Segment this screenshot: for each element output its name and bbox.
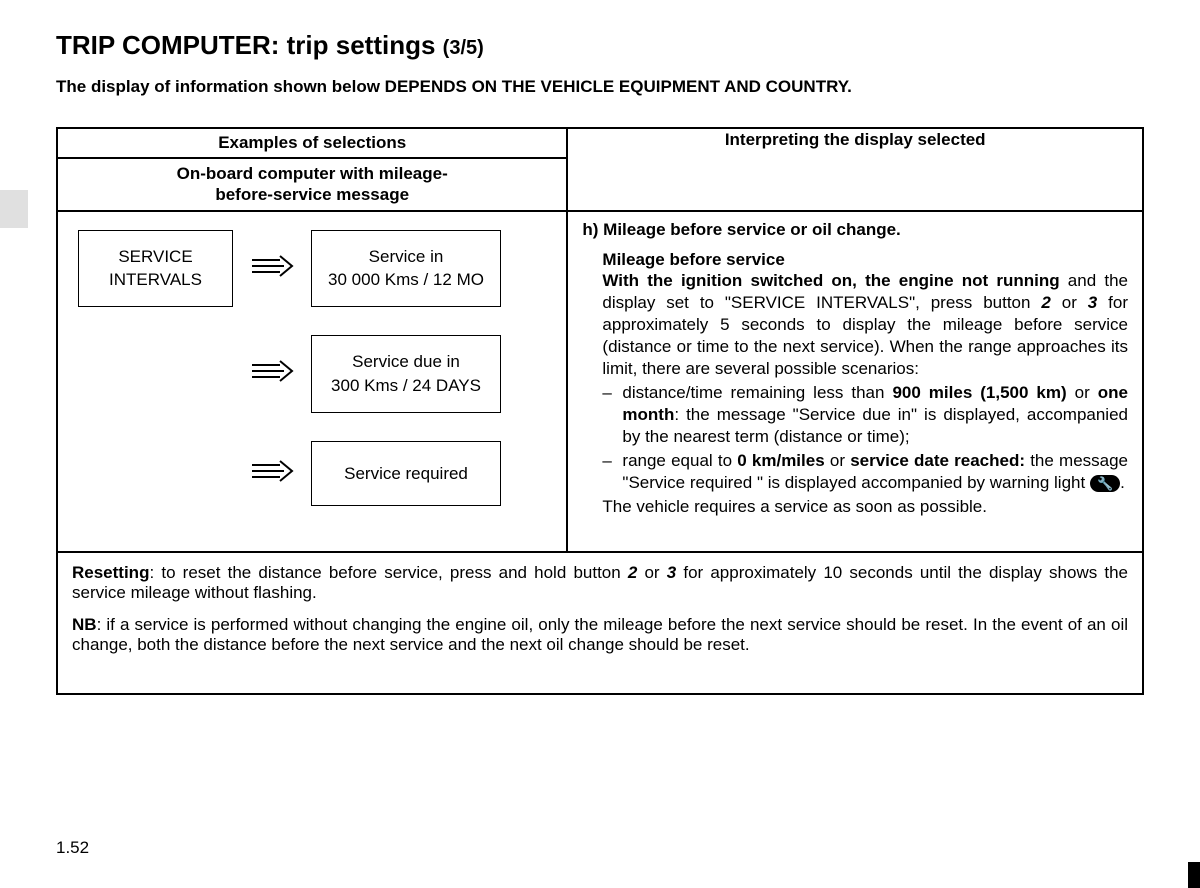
examples-cell: SERVICE INTERVALS Service in 30 000 Kms … xyxy=(57,211,567,552)
text: or xyxy=(825,451,851,470)
button-ref: 2 xyxy=(628,563,637,582)
box-service-due: Service due in 300 Kms / 24 DAYS xyxy=(311,335,501,413)
text: : to reset the distance before service, … xyxy=(149,563,627,582)
title-page-indicator: (3/5) xyxy=(443,37,484,59)
body-paragraph: With the ignition switched on, the engin… xyxy=(602,270,1128,380)
text: range equal to xyxy=(622,451,737,470)
button-ref: 3 xyxy=(1088,293,1097,312)
box-service-in: Service in 30 000 Kms / 12 MO xyxy=(311,230,501,308)
interpretation-cell: h) Mileage before service or oil change.… xyxy=(567,211,1143,552)
box-service-required: Service required xyxy=(311,441,501,507)
list-item: range equal to 0 km/miles or service dat… xyxy=(622,450,1128,494)
page-content: TRIP COMPUTER: trip settings (3/5) The d… xyxy=(0,0,1200,695)
text: : if a service is performed without chan… xyxy=(72,615,1128,654)
info-table: Examples of selections Interpreting the … xyxy=(56,127,1144,695)
arrow-icon xyxy=(249,255,295,282)
reset-paragraph: Resetting: to reset the distance before … xyxy=(72,563,1128,603)
bold-lead: With the ignition switched on, the engin… xyxy=(602,271,1059,290)
wrench-icon: 🔧 xyxy=(1090,475,1120,492)
bold: 0 km/miles xyxy=(737,451,824,470)
title-main: TRIP COMPUTER: trip settings xyxy=(56,30,443,60)
button-ref: 3 xyxy=(667,563,676,582)
corner-mark xyxy=(1188,862,1200,888)
text: : the message "Service due in" is displa… xyxy=(622,405,1128,446)
example-row-1: SERVICE INTERVALS Service in 30 000 Kms … xyxy=(78,230,546,308)
text: . xyxy=(1120,473,1125,492)
header-interpret: Interpreting the display selected xyxy=(567,128,1143,211)
text: or xyxy=(1067,383,1098,402)
footer-cell: Resetting: to reset the distance before … xyxy=(57,552,1143,694)
box-line: 300 Kms / 24 DAYS xyxy=(331,376,481,395)
box-line: INTERVALS xyxy=(109,270,202,289)
page-subtitle: The display of information shown below D… xyxy=(56,77,1144,97)
header-onboard-line1: On-board computer with mileage- xyxy=(177,164,448,183)
closing-text: The vehicle requires a service as soon a… xyxy=(602,496,1128,518)
nb-label: NB xyxy=(72,615,97,634)
page-title: TRIP COMPUTER: trip settings (3/5) xyxy=(56,30,1144,61)
example-row-2: Service due in 300 Kms / 24 DAYS xyxy=(78,335,546,413)
list-item: distance/time remaining less than 900 mi… xyxy=(622,382,1128,448)
example-row-3: Service required xyxy=(78,441,546,507)
text: or xyxy=(1051,293,1088,312)
text: distance/time remaining less than xyxy=(622,383,892,402)
subheading: Mileage before service xyxy=(602,250,1128,270)
bold: 900 miles (1,500 km) xyxy=(892,383,1066,402)
box-line: Service in xyxy=(369,247,444,266)
bold: service date reached: xyxy=(850,451,1025,470)
section-tab xyxy=(0,190,28,228)
header-onboard-line2: before-service message xyxy=(215,185,409,204)
arrow-icon xyxy=(249,460,295,487)
header-examples: Examples of selections xyxy=(57,128,567,158)
page-number: 1.52 xyxy=(56,838,89,858)
reset-label: Resetting xyxy=(72,563,149,582)
button-ref: 2 xyxy=(1041,293,1050,312)
section-heading: h) Mileage before service or oil change. xyxy=(582,220,1128,240)
scenario-list: distance/time remaining less than 900 mi… xyxy=(602,382,1128,494)
box-service-intervals: SERVICE INTERVALS xyxy=(78,230,233,308)
box-line: Service due in xyxy=(352,352,460,371)
nb-paragraph: NB: if a service is performed without ch… xyxy=(72,615,1128,655)
box-line: 30 000 Kms / 12 MO xyxy=(328,270,484,289)
header-onboard: On-board computer with mileage- before-s… xyxy=(57,158,567,211)
text: or xyxy=(637,563,666,582)
box-line: SERVICE xyxy=(118,247,192,266)
arrow-icon xyxy=(249,360,295,387)
